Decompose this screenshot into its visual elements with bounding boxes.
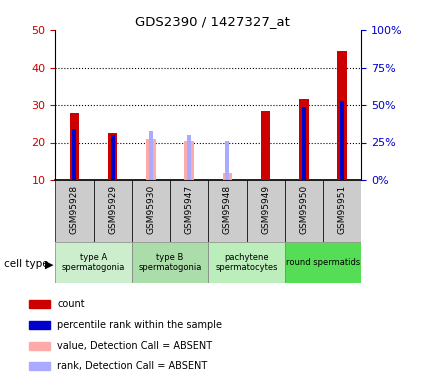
Bar bbox=[132, 242, 208, 283]
Bar bbox=[29, 342, 50, 350]
Text: value, Detection Call = ABSENT: value, Detection Call = ABSENT bbox=[57, 340, 212, 351]
Text: GSM95948: GSM95948 bbox=[223, 185, 232, 234]
Bar bbox=[94, 180, 132, 242]
Bar bbox=[29, 321, 50, 329]
Text: GDS2390 / 1427327_at: GDS2390 / 1427327_at bbox=[135, 15, 290, 28]
Bar bbox=[108, 133, 117, 180]
Text: GSM95947: GSM95947 bbox=[184, 185, 194, 234]
Text: type B
spermatogonia: type B spermatogonia bbox=[138, 253, 202, 272]
Bar bbox=[223, 172, 232, 180]
Text: ▶: ▶ bbox=[45, 260, 53, 269]
Text: GSM95950: GSM95950 bbox=[299, 185, 309, 234]
Text: type A
spermatogonia: type A spermatogonia bbox=[62, 253, 125, 272]
Bar bbox=[302, 107, 306, 180]
Text: GSM95930: GSM95930 bbox=[146, 185, 156, 234]
Bar bbox=[29, 300, 50, 308]
Bar bbox=[110, 135, 115, 180]
Bar bbox=[70, 112, 79, 180]
Bar bbox=[225, 141, 230, 180]
Bar bbox=[337, 51, 347, 180]
Bar bbox=[29, 363, 50, 370]
Text: pachytene
spermatocytes: pachytene spermatocytes bbox=[215, 253, 278, 272]
Bar bbox=[340, 101, 344, 180]
Bar bbox=[323, 180, 361, 242]
Bar bbox=[170, 180, 208, 242]
Text: GSM95928: GSM95928 bbox=[70, 185, 79, 234]
Bar bbox=[184, 141, 194, 180]
Text: rank, Detection Call = ABSENT: rank, Detection Call = ABSENT bbox=[57, 362, 207, 371]
Text: percentile rank within the sample: percentile rank within the sample bbox=[57, 320, 222, 330]
Bar bbox=[208, 242, 285, 283]
Bar bbox=[72, 129, 76, 180]
Bar bbox=[299, 99, 309, 180]
Bar bbox=[55, 180, 94, 242]
Bar bbox=[55, 242, 132, 283]
Text: GSM95929: GSM95929 bbox=[108, 185, 117, 234]
Text: GSM95949: GSM95949 bbox=[261, 185, 270, 234]
Text: round spermatids: round spermatids bbox=[286, 258, 360, 267]
Text: GSM95951: GSM95951 bbox=[337, 185, 347, 234]
Bar bbox=[285, 180, 323, 242]
Bar bbox=[208, 180, 246, 242]
Bar bbox=[132, 180, 170, 242]
Bar bbox=[285, 242, 361, 283]
Text: cell type: cell type bbox=[4, 260, 49, 269]
Bar bbox=[149, 131, 153, 180]
Bar bbox=[187, 135, 191, 180]
Bar bbox=[246, 180, 285, 242]
Bar bbox=[146, 139, 156, 180]
Text: count: count bbox=[57, 299, 85, 309]
Bar bbox=[261, 111, 270, 180]
